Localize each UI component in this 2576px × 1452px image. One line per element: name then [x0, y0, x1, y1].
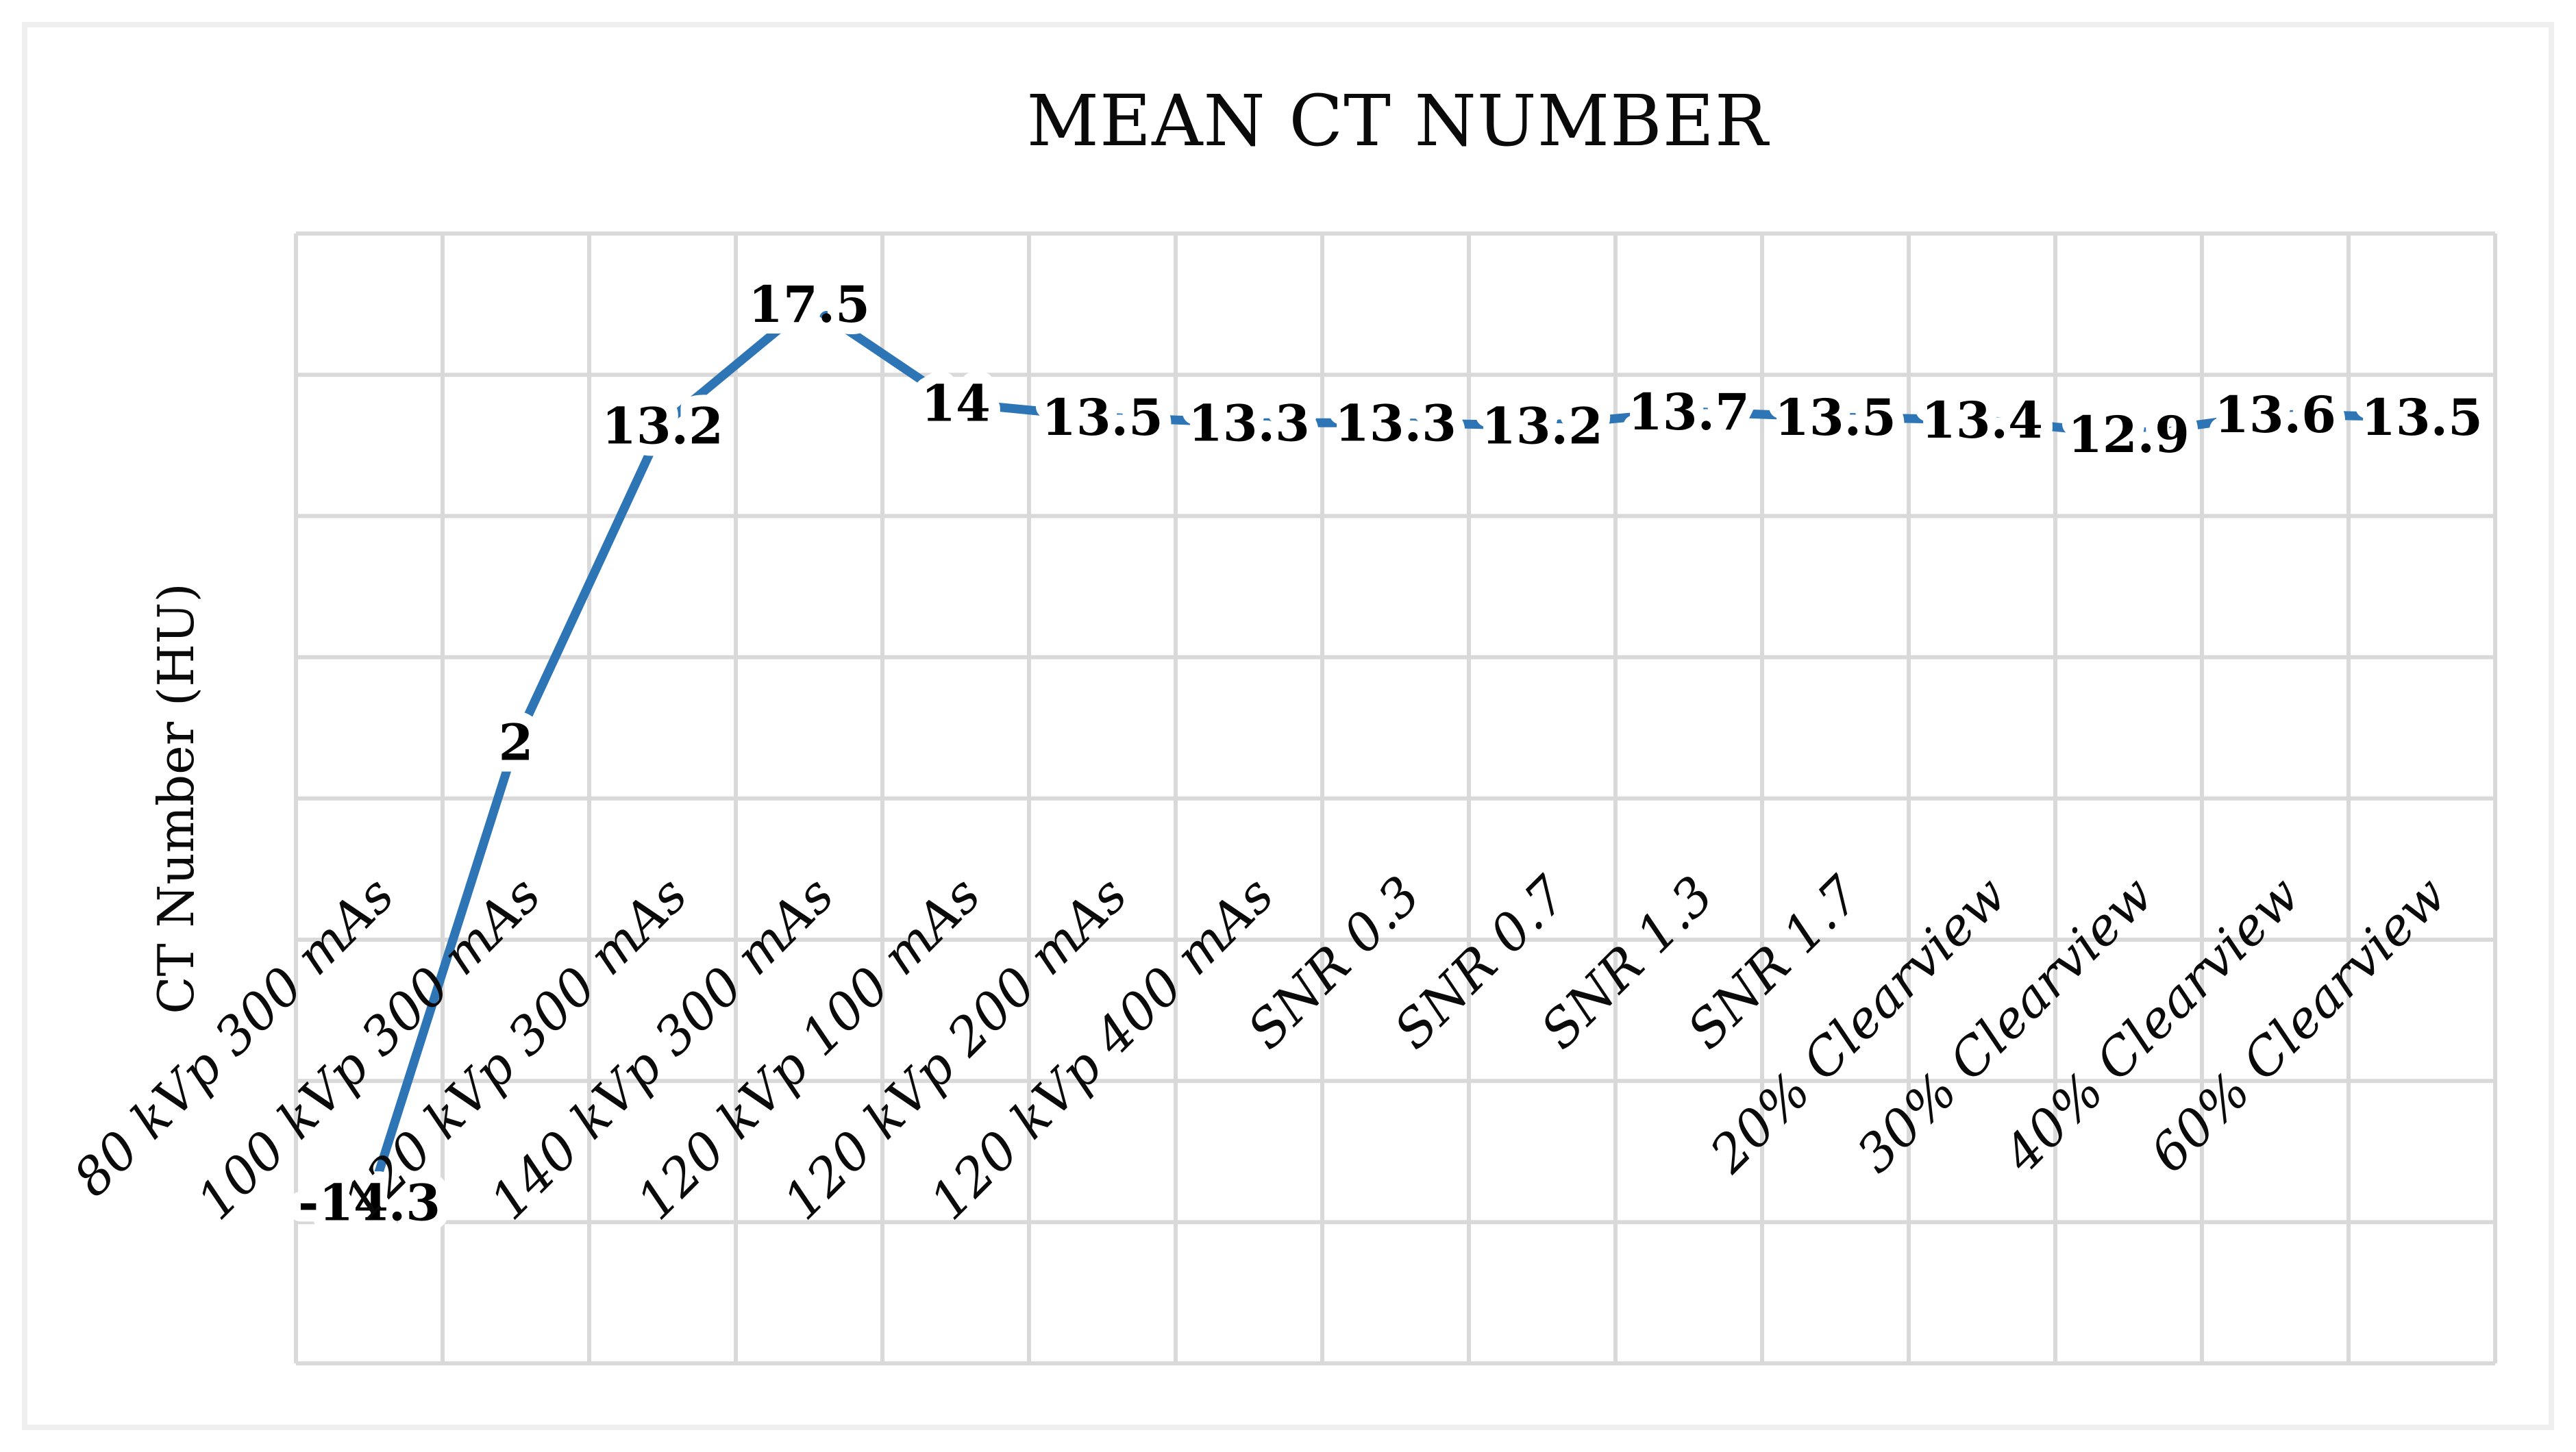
data-label: 14: [921, 374, 991, 433]
data-label: 13.4: [1921, 391, 2043, 450]
data-label: 13.5: [1774, 388, 1896, 447]
y-axis-title: CT Number (HU): [147, 583, 205, 1014]
data-label: 13.2: [1481, 397, 1603, 455]
data-label: 13.6: [2214, 386, 2336, 445]
data-label: 13.3: [1335, 394, 1457, 453]
series-layer: [364, 299, 2423, 1204]
data-label: 12.9: [2068, 405, 2190, 464]
data-label: 2: [499, 713, 534, 772]
data-label: 13.3: [1188, 394, 1310, 453]
data-label: 13.5: [2361, 388, 2483, 447]
data-label: 13.5: [1041, 388, 1163, 447]
data-series-line: [364, 299, 2423, 1204]
data-label: -14.3: [298, 1174, 441, 1233]
data-label: 13.7: [1628, 383, 1750, 442]
figure-border: [22, 22, 2554, 1430]
data-label: 17.5: [748, 275, 870, 334]
chart-title: MEAN CT NUMBER: [1027, 80, 1770, 162]
data-label: 13.2: [602, 397, 723, 455]
